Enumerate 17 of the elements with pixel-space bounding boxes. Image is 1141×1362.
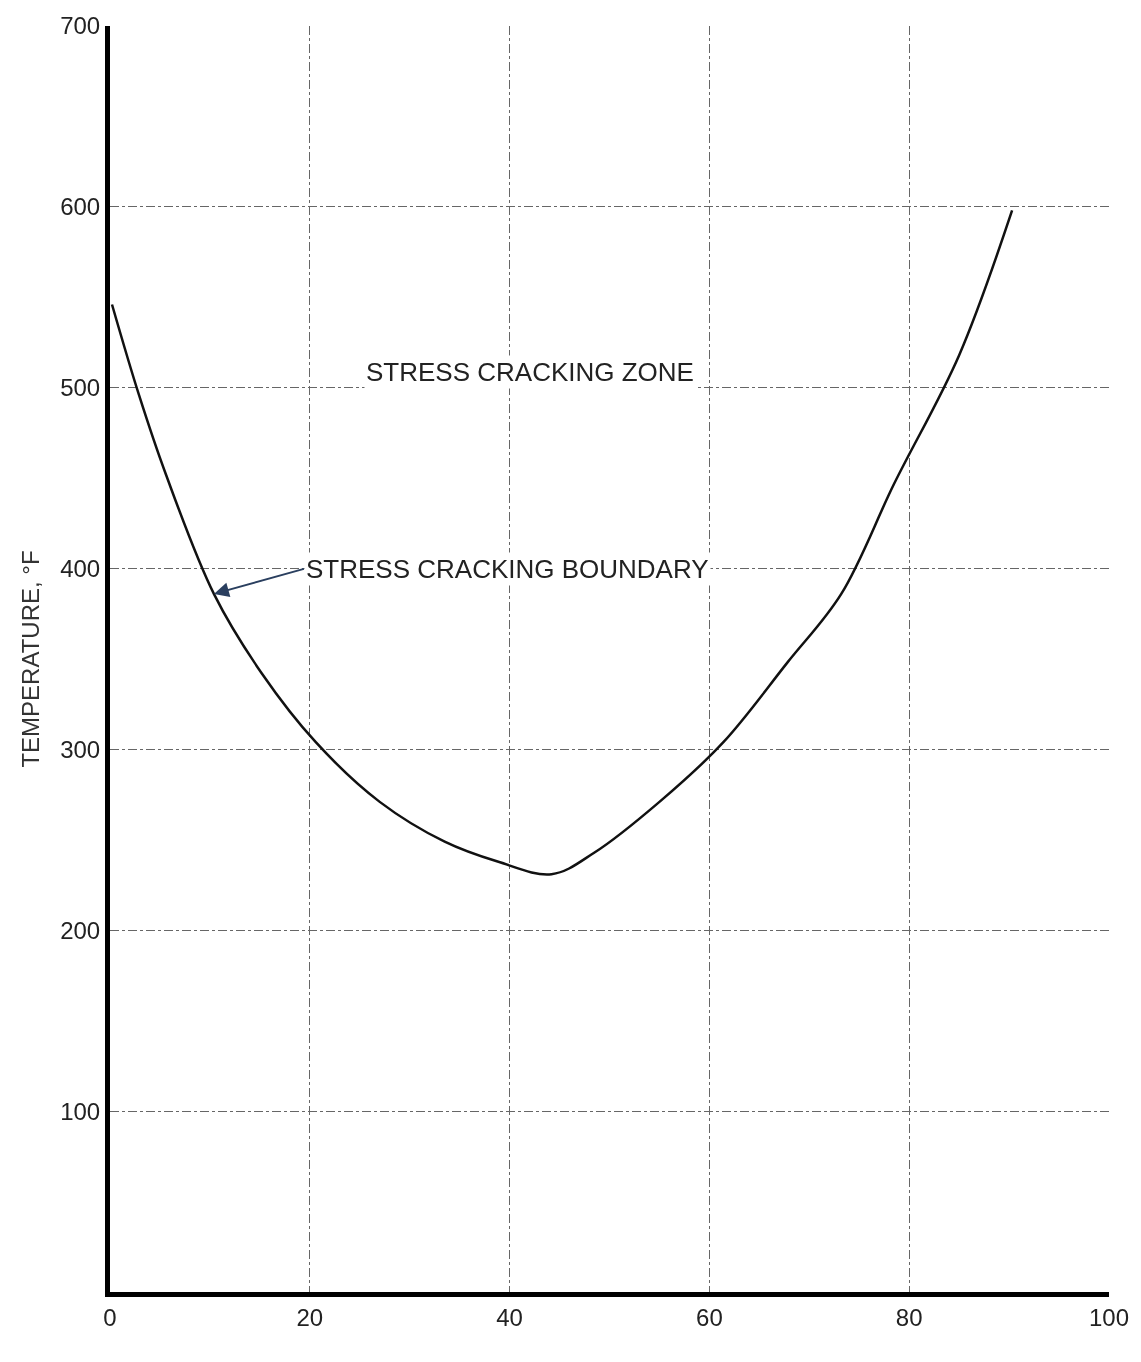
x-tick-label: 80: [895, 1303, 923, 1331]
x-tick-label: 0: [103, 1303, 117, 1331]
y-tick-label: 600: [60, 193, 101, 221]
y-tick-label: 500: [60, 374, 101, 402]
y-tick-label: 300: [60, 735, 101, 763]
x-tick-label: 100: [1088, 1303, 1130, 1331]
x-tick-label: 40: [496, 1303, 523, 1331]
y-tick-label: 700: [60, 12, 101, 40]
x-tick-label: 20: [296, 1303, 324, 1331]
y-tick-label: 100: [60, 1097, 101, 1125]
y-axis-title: TEMPERATURE, °F: [17, 550, 45, 768]
y-tick-label: 200: [60, 916, 101, 944]
y-tick-label: 400: [60, 554, 101, 582]
annotation: STRESS CRACKING ZONE: [366, 357, 694, 387]
line-series: [110, 209, 1014, 876]
x-tick-label: 60: [696, 1303, 723, 1331]
annotation: STRESS CRACKING BOUNDARY: [306, 554, 709, 584]
